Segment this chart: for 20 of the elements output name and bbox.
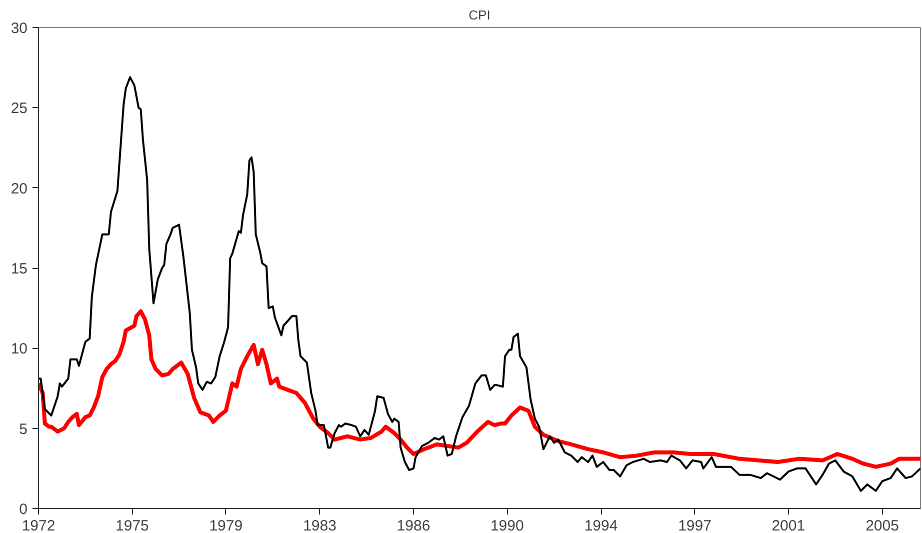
x-tick-label: 1975: [116, 518, 149, 533]
y-tick-label: 0: [19, 501, 28, 518]
x-tick-label: 2005: [866, 518, 899, 533]
x-tick-label: 1990: [490, 518, 524, 533]
y-tick-label: 15: [10, 260, 28, 278]
x-tick-label: 1986: [396, 518, 430, 533]
y-tick-label: 5: [19, 420, 28, 438]
line-series: [38, 309, 920, 469]
y-tick-label: 20: [10, 180, 28, 198]
y-tick-label: 25: [10, 100, 28, 118]
x-tick-label: 1972: [22, 518, 56, 533]
x-tick-label: 1983: [303, 518, 336, 533]
x-tick-label: 1997: [678, 518, 712, 533]
y-tick-label: 30: [10, 20, 28, 37]
line-series: [38, 76, 920, 492]
chart-title: CPI: [468, 8, 490, 22]
x-tick-label: 2001: [772, 518, 806, 533]
x-tick-label: 1979: [209, 518, 243, 533]
x-tick-label: 1994: [584, 518, 618, 533]
y-tick-label: 10: [10, 340, 28, 358]
